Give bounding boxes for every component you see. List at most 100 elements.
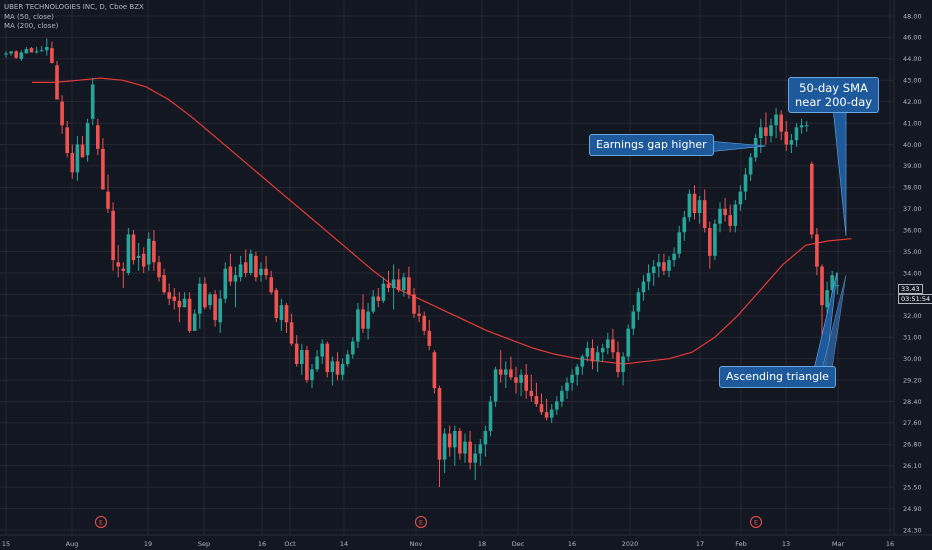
time-axis[interactable]: 15 Aug 19 Sep 16 Oct 14 Nov 18 Dec 16 2020 17 Feb 13 Ma… bbox=[0, 534, 932, 550]
candle-body bbox=[519, 374, 523, 383]
candle-body bbox=[386, 283, 391, 288]
candle-body bbox=[539, 404, 544, 413]
candle-body bbox=[708, 228, 712, 256]
candle-body bbox=[723, 208, 727, 216]
candle-body bbox=[493, 369, 498, 402]
candle-body bbox=[213, 294, 217, 321]
candle-body bbox=[65, 127, 69, 154]
candle-body bbox=[259, 268, 263, 276]
time-tick-label: 14 bbox=[340, 540, 348, 548]
candle-body bbox=[39, 50, 44, 52]
candle-body bbox=[24, 49, 29, 54]
candle-body bbox=[682, 217, 687, 233]
candle-body bbox=[779, 114, 783, 132]
candle-body bbox=[702, 200, 707, 229]
candle-body bbox=[544, 412, 549, 418]
candle-body bbox=[223, 268, 228, 299]
symbol-title[interactable]: UBER TECHNOLOGIES INC, D, Cboe BZX bbox=[4, 3, 144, 11]
price-tick-label: 26.80 bbox=[903, 441, 922, 449]
candle-body bbox=[187, 298, 192, 331]
candle-body bbox=[371, 296, 375, 312]
price-tick-label: 39.00 bbox=[903, 162, 922, 170]
candle-body bbox=[238, 264, 243, 278]
candle-body bbox=[34, 51, 39, 53]
time-tick-label: 16 bbox=[258, 540, 266, 548]
candle-body bbox=[677, 232, 681, 254]
price-tick-label: 24.30 bbox=[903, 526, 922, 534]
candle-body bbox=[748, 157, 753, 175]
price-tick-label: 35.00 bbox=[903, 248, 922, 256]
candle-body bbox=[361, 309, 365, 329]
candle-body bbox=[141, 253, 146, 267]
candle-body bbox=[733, 204, 738, 226]
earnings-marker-label: E bbox=[419, 519, 423, 527]
candle-body bbox=[407, 277, 411, 295]
time-tick-label: Dec bbox=[512, 540, 525, 548]
price-tick-label: 24.90 bbox=[903, 505, 922, 513]
price-tick-label: 31.00 bbox=[903, 334, 922, 342]
candles-group bbox=[4, 38, 840, 488]
candle-body bbox=[106, 191, 110, 209]
earnings-marker-circle bbox=[750, 516, 762, 528]
candle-body bbox=[177, 300, 182, 308]
candle-body bbox=[218, 298, 222, 323]
candle-body bbox=[254, 255, 258, 278]
callout-earnings: Earnings gap higher bbox=[589, 134, 714, 156]
candle-body bbox=[29, 48, 34, 53]
candle-body bbox=[136, 255, 141, 259]
candle-body bbox=[636, 292, 641, 312]
candle-body bbox=[376, 296, 381, 301]
price-tick-label: 29.20 bbox=[903, 376, 922, 384]
price-axis[interactable]: 48.00 46.00 44.00 43.00 42.00 41.00 40.00 39.00… bbox=[893, 0, 932, 550]
candle-body bbox=[366, 311, 370, 329]
time-tick-label: Sep bbox=[198, 540, 210, 548]
candle-body bbox=[570, 374, 574, 383]
time-tick-label: Feb bbox=[735, 540, 747, 548]
candle-body bbox=[4, 53, 8, 55]
candle-body bbox=[55, 65, 59, 100]
time-tick-label: 18 bbox=[478, 540, 486, 548]
candle-body bbox=[626, 328, 630, 357]
time-tick-label: Aug bbox=[66, 540, 79, 548]
candle-body bbox=[728, 215, 732, 226]
candle-body bbox=[799, 125, 804, 128]
candle-body bbox=[830, 275, 834, 291]
candle-body bbox=[279, 305, 284, 321]
candle-body bbox=[294, 343, 299, 365]
candle-body bbox=[606, 339, 610, 348]
time-tick-label: 17 bbox=[696, 540, 704, 548]
price-tick-label: 41.00 bbox=[903, 119, 922, 127]
ma-50-line bbox=[32, 77, 852, 365]
candle-body bbox=[478, 444, 483, 454]
candle-body bbox=[713, 223, 717, 256]
candle-body bbox=[305, 350, 309, 381]
candle-body bbox=[284, 305, 289, 323]
legend-ma200[interactable]: MA (200, close) bbox=[4, 22, 59, 30]
candle-body bbox=[320, 343, 324, 357]
candle-body bbox=[182, 298, 187, 308]
candle-body bbox=[815, 234, 819, 267]
candle-body bbox=[432, 352, 437, 389]
candle-body bbox=[769, 125, 773, 136]
candle-body bbox=[116, 262, 120, 267]
time-tick-label: Oct bbox=[284, 540, 296, 548]
candle-body bbox=[784, 131, 789, 145]
candle-body bbox=[325, 343, 330, 373]
candle-body bbox=[595, 352, 600, 362]
time-tick-label: Mar bbox=[832, 540, 845, 548]
candle-body bbox=[9, 51, 13, 54]
candle-body bbox=[208, 294, 212, 306]
candle-body bbox=[402, 277, 406, 291]
candle-body bbox=[96, 125, 100, 149]
time-tick-label: 16 bbox=[886, 540, 894, 548]
candle-body bbox=[381, 283, 386, 301]
candle-body bbox=[131, 234, 136, 261]
time-tick-label: 15 bbox=[2, 540, 10, 548]
legend-ma50[interactable]: MA (50, close) bbox=[4, 12, 54, 21]
candle-body bbox=[575, 366, 579, 375]
candle-body bbox=[417, 313, 421, 316]
price-tick-label: 38.00 bbox=[903, 184, 922, 192]
candle-body bbox=[111, 210, 115, 261]
